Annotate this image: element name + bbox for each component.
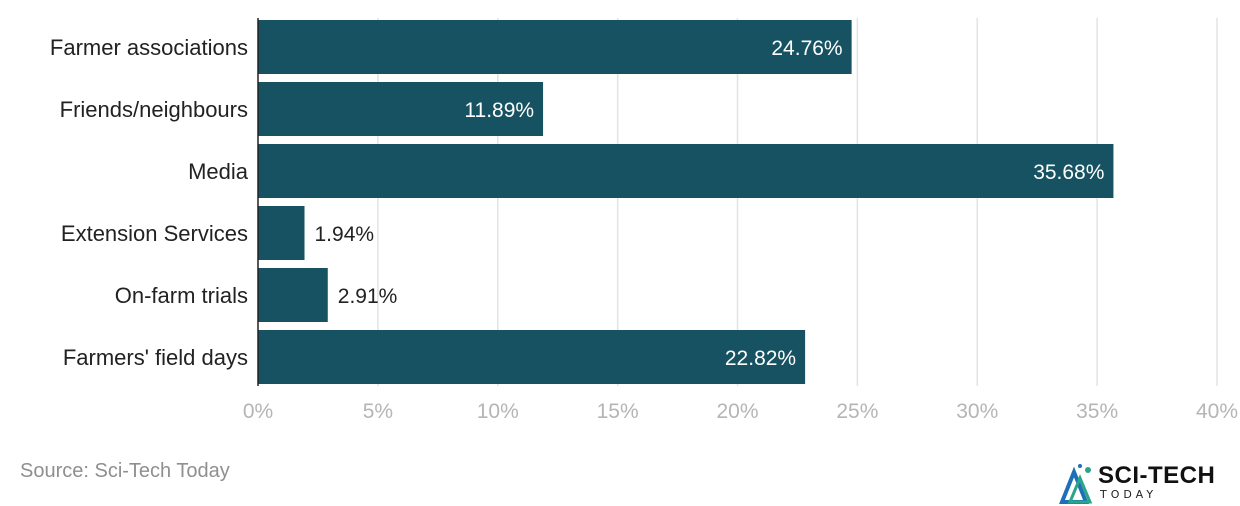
x-tick-label: 15% [597,400,639,423]
x-tick-label: 20% [716,400,758,423]
sci-tech-logo: SCI-TECH TODAY [1058,460,1234,504]
bars [258,20,1114,384]
bar [258,268,328,322]
x-tick-label: 40% [1196,400,1238,423]
value-label: 22.82% [725,347,796,370]
bar [258,82,544,136]
gridlines [377,18,1218,386]
x-tick-label: 30% [956,400,998,423]
sci-tech-logo-icon [1059,464,1093,504]
bar [258,330,806,384]
category-label: Extension Services [61,221,248,246]
x-tick-label: 5% [363,400,393,423]
category-label: Media [188,159,249,184]
category-label: On-farm trials [115,283,248,308]
bar [258,206,305,260]
value-label: 2.91% [338,285,398,308]
value-label: 1.94% [315,223,375,246]
category-label: Farmer associations [50,35,248,60]
category-labels: Farmer associations Friends/neighbours Med… [50,35,249,370]
x-axis-ticks: 0% 5% 10% 15% 20% 25% 30% 35% 40% [243,400,1238,423]
x-tick-label: 25% [836,400,878,423]
bar [258,144,1114,198]
logo-wordmark: SCI-TECH [1098,462,1216,489]
value-label: 11.89% [464,99,534,122]
bar-chart: Farmer associations Friends/neighbours Med… [50,18,1238,423]
bar [258,20,852,74]
value-labels: 24.76% 11.89% 35.68% 1.94% 2.91% 22.82% [315,37,1105,370]
x-tick-label: 10% [477,400,519,423]
x-tick-label: 0% [243,400,273,423]
logo-subtitle: TODAY [1100,488,1158,501]
value-label: 35.68% [1033,161,1104,184]
source-note: Source: Sci-Tech Today [20,460,230,482]
x-tick-label: 35% [1076,400,1118,423]
category-label: Friends/neighbours [60,97,248,122]
value-label: 24.76% [771,37,842,60]
category-label: Farmers' field days [63,345,248,370]
